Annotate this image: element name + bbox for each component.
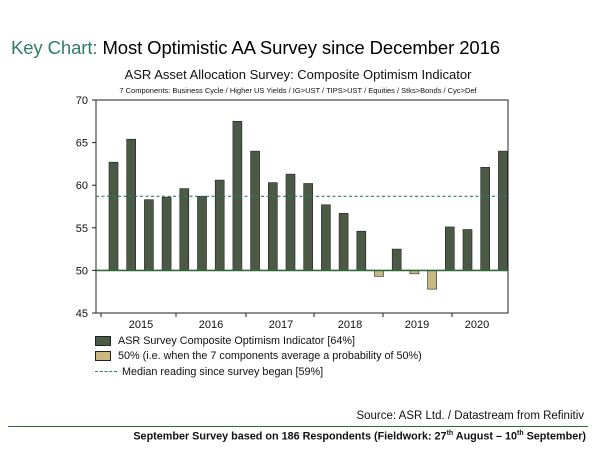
x-tick-label: 2015 [129,319,153,331]
legend-item-median: Median reading since survey began [59%] [95,364,422,380]
legend-item-indicator: ASR Survey Composite Optimism Indicator … [95,333,422,349]
footnote-sup2: th [516,430,524,437]
bar [285,173,296,271]
x-tick-label: 2019 [405,319,429,331]
survey-footnote: September Survey based on 186 Respondent… [133,430,586,443]
bar [444,226,455,271]
y-tick-label: 55 [76,223,88,235]
headline-text: Most Optimistic AA Survey since December… [102,37,500,58]
y-tick-label: 45 [76,308,88,320]
bar [144,199,154,271]
footnote-part2: August – 10 [453,430,517,443]
bar [374,270,384,277]
bar [250,150,260,271]
bar [214,179,225,271]
headline-prefix: Key Chart: [11,37,98,58]
chart-title: ASR Asset Allocation Survey: Composite O… [124,67,472,82]
x-tick-label: 2016 [199,319,223,331]
legend-label-median: Median reading since survey began [59%] [122,365,324,378]
bar [338,213,349,271]
bar [498,150,508,271]
footnote-sup1: th [446,430,454,437]
bar [126,138,136,271]
bar [161,196,172,271]
footnote-part1: September Survey based on 186 Respondent… [133,430,447,443]
y-tick-label: 60 [76,180,88,192]
chart-subtitle: 7 Components: Business Cycle / Higher US… [119,86,477,95]
chart-legend: ASR Survey Composite Optimism Indicator … [95,333,422,380]
bar [391,248,402,271]
bar [480,167,491,271]
bar [179,188,190,271]
x-tick-label: 2017 [269,319,293,331]
x-tick-label: 2020 [465,319,489,331]
legend-item-fifty-percent: 50% (i.e. when the 7 components average … [95,349,422,365]
bar [321,204,331,271]
headline: Key Chart: Most Optimistic AA Survey sin… [11,37,500,59]
bar [356,230,367,271]
x-tick-label: 2018 [338,319,362,331]
bar [197,195,207,271]
bar [108,161,119,271]
bar [427,270,437,290]
footer-divider [8,426,588,427]
y-tick-label: 70 [76,95,88,107]
legend-swatch-fifty-percent [95,351,111,362]
bar [462,229,473,271]
source-note: Source: ASR Ltd. / Datastream from Refin… [356,410,584,422]
y-tick-label: 65 [76,138,88,150]
legend-label-fifty-percent: 50% (i.e. when the 7 components average … [118,350,422,363]
legend-swatch-indicator [95,335,111,346]
plot-frame [95,99,509,314]
legend-swatch-median [95,371,117,373]
legend-label-indicator: ASR Survey Composite Optimism Indicator … [118,334,356,347]
footnote-part3: September) [523,430,586,443]
y-tick-label: 50 [76,265,88,277]
